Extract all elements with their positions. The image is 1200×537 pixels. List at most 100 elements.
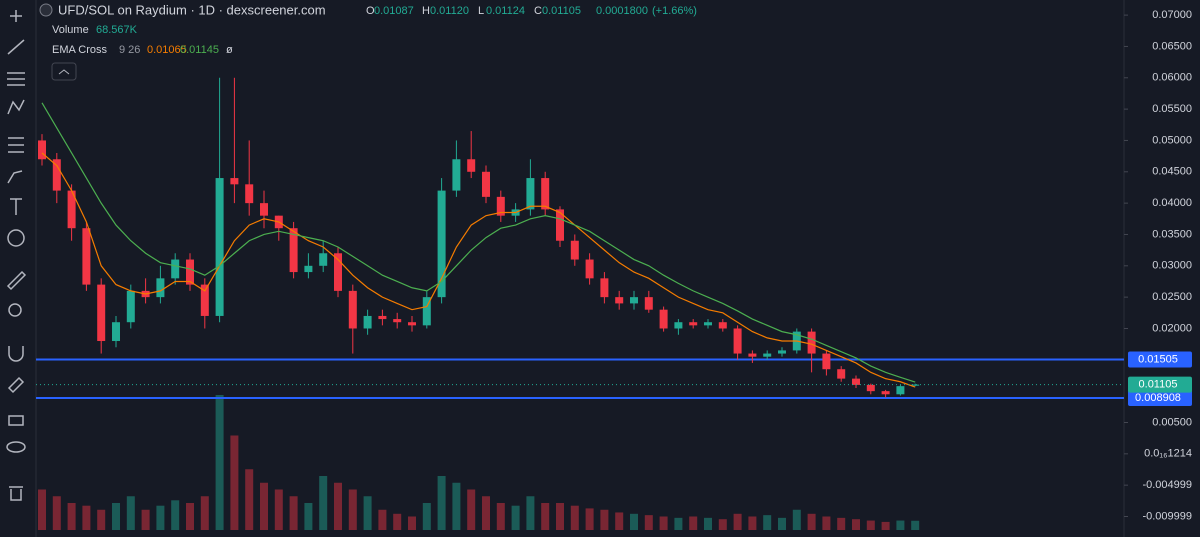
y-tick-label: -0.009999: [1142, 510, 1192, 522]
candle-body: [482, 171, 490, 197]
crosshair-tool[interactable]: [10, 10, 22, 22]
ruler-tool[interactable]: [6, 270, 27, 291]
candle-body: [348, 290, 357, 329]
volume-bar: [866, 520, 875, 530]
trendline-tool[interactable]: [7, 39, 25, 55]
candle-body: [126, 290, 135, 323]
volume-bar: [319, 476, 328, 530]
candle-body: [200, 284, 209, 316]
visibility-tool[interactable]: [6, 441, 26, 453]
volume-bar: [112, 503, 120, 530]
volume-bar: [126, 496, 135, 530]
volume-bar: [911, 520, 920, 530]
volume-bar: [156, 505, 165, 530]
volume-bar: [585, 508, 594, 530]
lock-draw-tool[interactable]: [7, 376, 25, 394]
candle-body: [674, 322, 683, 329]
ema-fast-value: 0.01065: [147, 44, 187, 56]
projection-tool[interactable]: [8, 137, 24, 153]
candle-body: [334, 253, 342, 291]
candle-body: [718, 322, 727, 329]
ohlc-key: H: [422, 5, 430, 17]
ema-line: [41, 152, 916, 388]
volume-bar: [511, 505, 520, 530]
volume-bar: [570, 505, 579, 530]
volume-bar: [600, 509, 609, 530]
candle-body: [97, 284, 106, 342]
fib-tool[interactable]: [7, 72, 25, 86]
pattern-tool[interactable]: [7, 99, 25, 115]
symbol-title: UFD/SOL on Raydium · 1D · dexscreener.co…: [58, 2, 326, 17]
change-percent: (+1.66%): [652, 5, 697, 17]
volume-bar: [378, 509, 387, 530]
candle-body: [215, 178, 224, 316]
lock-tool[interactable]: [8, 415, 24, 426]
ohlc-value: 0.01105: [542, 5, 581, 17]
candle-body: [393, 319, 402, 323]
ohlc-key: O: [366, 5, 375, 17]
volume-bar: [452, 482, 461, 530]
candle-body: [171, 259, 180, 279]
candle-body: [748, 353, 757, 357]
ema-params: 9 26: [119, 44, 140, 56]
candle-body: [67, 190, 76, 229]
volume-bar: [67, 503, 76, 530]
collapse-icon: [58, 69, 70, 75]
text-tool[interactable]: [10, 198, 22, 215]
zoom-tool[interactable]: [8, 303, 22, 317]
volume-bar: [304, 503, 313, 530]
candle-body: [245, 184, 254, 204]
y-tick-label: 0.03500: [1152, 228, 1192, 240]
last-price-tag: [1128, 376, 1192, 393]
candle-body: [852, 378, 860, 385]
volume-bar: [171, 500, 180, 530]
candle-body: [778, 350, 786, 354]
y-tick-label: 0.06500: [1152, 40, 1192, 52]
candle-body: [822, 353, 831, 370]
candle-body: [304, 265, 313, 273]
volume-bar: [38, 489, 46, 530]
volume-bar: [704, 517, 712, 530]
volume-bar: [289, 496, 298, 530]
candle-body: [807, 331, 816, 354]
candle-body: [733, 328, 742, 354]
candle-body: [422, 297, 431, 326]
volume-bar: [837, 517, 846, 530]
ohlc-value: 0.01087: [374, 5, 414, 17]
volume-bar: [467, 489, 476, 530]
last-price-label: 0.01105: [1139, 378, 1178, 390]
candle-body: [496, 196, 505, 216]
collapse-button[interactable]: [51, 62, 77, 81]
price-tag: [1128, 389, 1192, 406]
candle-body: [319, 253, 328, 266]
volume-bar: [644, 515, 653, 530]
volume-bar: [363, 496, 372, 530]
candle-body: [556, 209, 564, 241]
volume-bar: [541, 503, 550, 530]
volume-bar: [437, 476, 446, 530]
magnet-tool[interactable]: [8, 346, 24, 362]
volume-bar: [82, 505, 91, 530]
y-tick-label: 0.0₁₆1214: [1144, 448, 1192, 460]
ema-slow-value: 0.01145: [180, 44, 219, 56]
volume-bar: [659, 516, 668, 530]
volume-bar: [215, 395, 224, 530]
y-tick-label: 0.02500: [1152, 291, 1192, 303]
volume-bar: [260, 482, 268, 530]
volume-bar: [733, 513, 742, 530]
candle-body: [378, 315, 387, 320]
trash-tool[interactable]: [9, 486, 23, 501]
candle-body: [408, 322, 416, 326]
volume-bar: [141, 509, 150, 530]
volume-label: Volume: [52, 24, 89, 36]
candle-body: [866, 384, 875, 392]
volume-bar: [200, 496, 209, 530]
brush-tool[interactable]: [7, 170, 23, 184]
emoji-tool[interactable]: [7, 229, 25, 247]
y-tick-label: 0.05000: [1152, 134, 1192, 146]
candle-body: [704, 322, 712, 326]
candle-body: [600, 278, 609, 298]
candle-body: [186, 259, 194, 285]
